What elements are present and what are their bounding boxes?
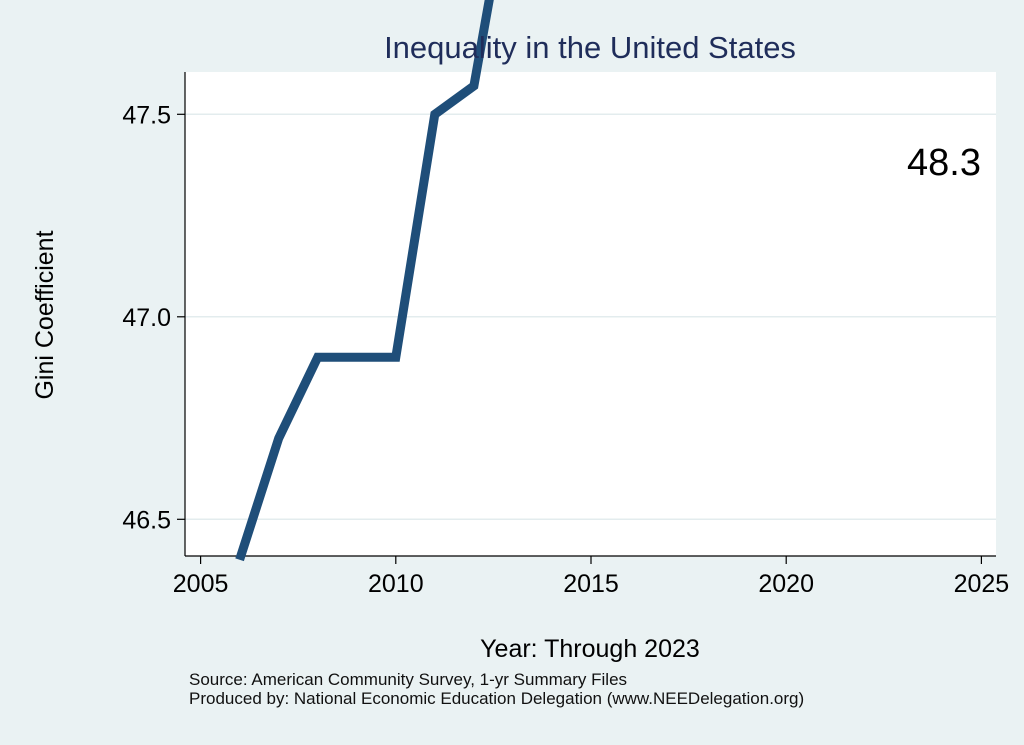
- x-tick-label: 2025: [954, 570, 1010, 598]
- grid-lines: [185, 113, 996, 521]
- plot-area: [185, 72, 996, 556]
- x-tick-label: 2010: [368, 570, 424, 598]
- x-tick-label: 2015: [563, 570, 619, 598]
- y-axis-label: Gini Coefficient: [31, 230, 59, 399]
- x-axis-label: Year: Through 2023: [480, 635, 700, 663]
- series-layer: [235, 0, 494, 562]
- y-tick-label: 47.5: [122, 101, 171, 129]
- y-tick-label: 46.5: [122, 506, 171, 534]
- x-tick-label: 2020: [758, 570, 814, 598]
- chart-title: Inequality in the United States: [384, 30, 796, 65]
- series-line: [235, 0, 494, 562]
- x-tick-label: 2005: [173, 570, 229, 598]
- produced-by-note: Produced by: National Economic Education…: [189, 689, 805, 708]
- source-note: Source: American Community Survey, 1-yr …: [189, 670, 628, 689]
- y-tick-label: 47.0: [122, 304, 171, 332]
- end-value-label: 48.3: [907, 142, 981, 184]
